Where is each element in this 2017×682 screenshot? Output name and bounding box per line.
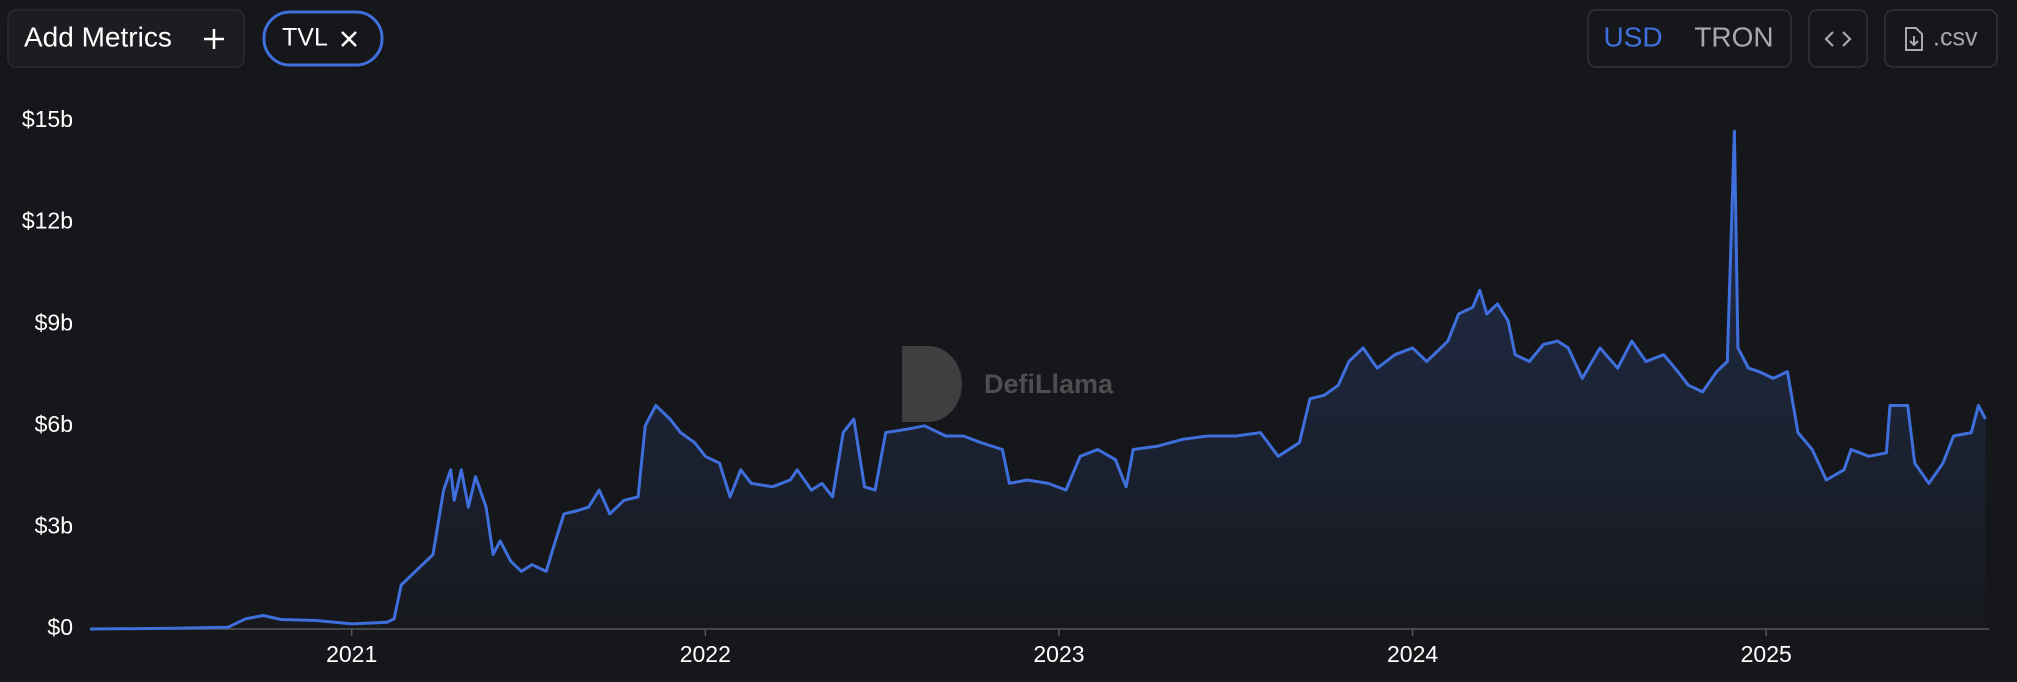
plus-icon xyxy=(204,29,224,49)
y-tick-label: $15b xyxy=(22,106,73,132)
embed-button[interactable] xyxy=(1808,9,1868,68)
pill-frame xyxy=(262,10,384,67)
button-label: Add Metrics xyxy=(24,21,172,52)
y-tick-label: $9b xyxy=(35,309,73,335)
metric-pill[interactable]: TVL xyxy=(262,10,384,67)
code-icon xyxy=(1824,31,1852,47)
y-tick-label: $12b xyxy=(22,208,73,234)
y-tick-label: $0 xyxy=(47,614,73,640)
csv-button[interactable]: .csv xyxy=(1884,9,1998,68)
currency-option[interactable]: USD xyxy=(1603,21,1662,52)
button-label: .csv xyxy=(1933,24,1978,52)
button-frame xyxy=(1808,9,1868,68)
watermark-text: DefiLlama xyxy=(984,369,1114,399)
watermark: DefiLlama xyxy=(902,346,1114,422)
watermark-logo xyxy=(902,346,962,422)
currency-option[interactable]: TRON xyxy=(1694,21,1773,52)
y-tick-label: $3b xyxy=(35,512,73,538)
y-tick-label: $6b xyxy=(35,411,73,437)
close-icon xyxy=(341,31,357,47)
plot: $0 $3b $6b $9b $12b $15b 2021 2022 2023 2024 2025 xyxy=(22,106,1989,667)
button-frame xyxy=(7,9,245,68)
x-tick-label: 2022 xyxy=(680,641,731,667)
x-tick-label: 2025 xyxy=(1741,641,1792,667)
button-frame xyxy=(1884,9,1998,68)
add-metrics-button[interactable]: Add Metrics xyxy=(7,9,245,68)
x-tick-label: 2024 xyxy=(1387,641,1438,667)
x-tick-label: 2021 xyxy=(326,641,377,667)
toggle-frame xyxy=(1587,9,1792,68)
x-tick-label: 2023 xyxy=(1033,641,1084,667)
series-line xyxy=(89,129,1987,631)
pill-label: TVL xyxy=(282,24,328,52)
file-icon xyxy=(1905,27,1923,51)
area-fill xyxy=(90,131,1986,629)
currency-toggle: USD TRON xyxy=(1587,9,1792,68)
